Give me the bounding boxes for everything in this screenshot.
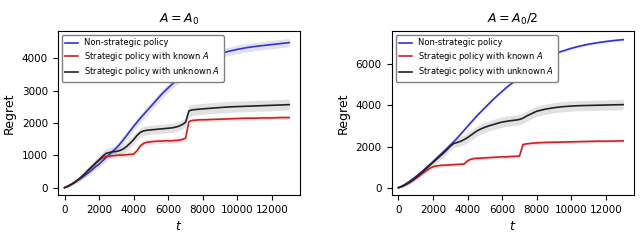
- Strategic policy with known $A$: [61, 186, 68, 189]
- Non-strategic policy: [447, 144, 454, 147]
- Strategic policy with known $A$: [519, 143, 527, 146]
- Strategic policy with unknown $A$: [99, 155, 106, 158]
- Strategic policy with unknown $A$: [620, 103, 627, 106]
- Legend: Non-strategic policy, Strategic policy with known $A$, Strategic policy with unk: Non-strategic policy, Strategic policy w…: [62, 35, 224, 82]
- Strategic policy with unknown $A$: [61, 186, 68, 189]
- Strategic policy with unknown $A$: [450, 142, 458, 145]
- Non-strategic policy: [395, 186, 403, 189]
- Strategic policy with known $A$: [395, 186, 403, 189]
- Strategic policy with unknown $A$: [433, 158, 440, 161]
- Strategic policy with known $A$: [99, 157, 106, 159]
- Strategic policy with known $A$: [276, 116, 284, 119]
- Non-strategic policy: [61, 186, 68, 189]
- Title: $A = A_0$: $A = A_0$: [159, 12, 198, 27]
- Strategic policy with unknown $A$: [395, 186, 403, 189]
- Title: $A = A_0/2$: $A = A_0/2$: [487, 12, 538, 27]
- Non-strategic policy: [276, 42, 284, 45]
- Strategic policy with known $A$: [285, 116, 293, 119]
- Strategic policy with unknown $A$: [276, 104, 284, 106]
- Line: Strategic policy with known $A$: Strategic policy with known $A$: [65, 118, 289, 188]
- Strategic policy with known $A$: [450, 163, 458, 166]
- Line: Strategic policy with known $A$: Strategic policy with known $A$: [399, 141, 623, 188]
- Non-strategic policy: [450, 140, 458, 143]
- Strategic policy with unknown $A$: [175, 125, 182, 128]
- Line: Strategic policy with unknown $A$: Strategic policy with unknown $A$: [399, 105, 623, 188]
- Strategic policy with known $A$: [447, 164, 454, 166]
- Y-axis label: Regret: Regret: [3, 92, 16, 134]
- Strategic policy with known $A$: [175, 139, 182, 142]
- X-axis label: $t$: $t$: [509, 220, 516, 233]
- X-axis label: $t$: $t$: [175, 220, 182, 233]
- Strategic policy with unknown $A$: [611, 103, 618, 106]
- Non-strategic policy: [185, 71, 193, 74]
- Strategic policy with unknown $A$: [509, 119, 516, 122]
- Non-strategic policy: [116, 143, 124, 145]
- Non-strategic policy: [620, 38, 627, 41]
- Strategic policy with known $A$: [611, 140, 618, 143]
- Non-strategic policy: [433, 157, 440, 160]
- Strategic policy with unknown $A$: [519, 117, 527, 120]
- Strategic policy with unknown $A$: [113, 150, 120, 153]
- Strategic policy with known $A$: [620, 139, 627, 142]
- Non-strategic policy: [509, 81, 516, 84]
- Non-strategic policy: [175, 78, 182, 80]
- Strategic policy with known $A$: [268, 116, 276, 119]
- Strategic policy with unknown $A$: [116, 149, 124, 152]
- Non-strategic policy: [113, 147, 120, 149]
- Non-strategic policy: [611, 39, 618, 42]
- Strategic policy with unknown $A$: [285, 103, 293, 106]
- Line: Non-strategic policy: Non-strategic policy: [399, 40, 623, 188]
- Strategic policy with unknown $A$: [185, 109, 193, 112]
- Strategic policy with known $A$: [116, 154, 124, 157]
- Non-strategic policy: [519, 73, 527, 75]
- Strategic policy with known $A$: [433, 164, 440, 167]
- Legend: Non-strategic policy, Strategic policy with known $A$, Strategic policy with unk: Non-strategic policy, Strategic policy w…: [396, 35, 557, 82]
- Line: Strategic policy with unknown $A$: Strategic policy with unknown $A$: [65, 105, 289, 188]
- Line: Non-strategic policy: Non-strategic policy: [65, 43, 289, 188]
- Strategic policy with known $A$: [185, 120, 193, 123]
- Strategic policy with unknown $A$: [447, 145, 454, 148]
- Strategic policy with known $A$: [509, 155, 516, 158]
- Non-strategic policy: [99, 159, 106, 162]
- Y-axis label: Regret: Regret: [337, 92, 350, 134]
- Strategic policy with known $A$: [113, 154, 120, 157]
- Non-strategic policy: [285, 41, 293, 44]
